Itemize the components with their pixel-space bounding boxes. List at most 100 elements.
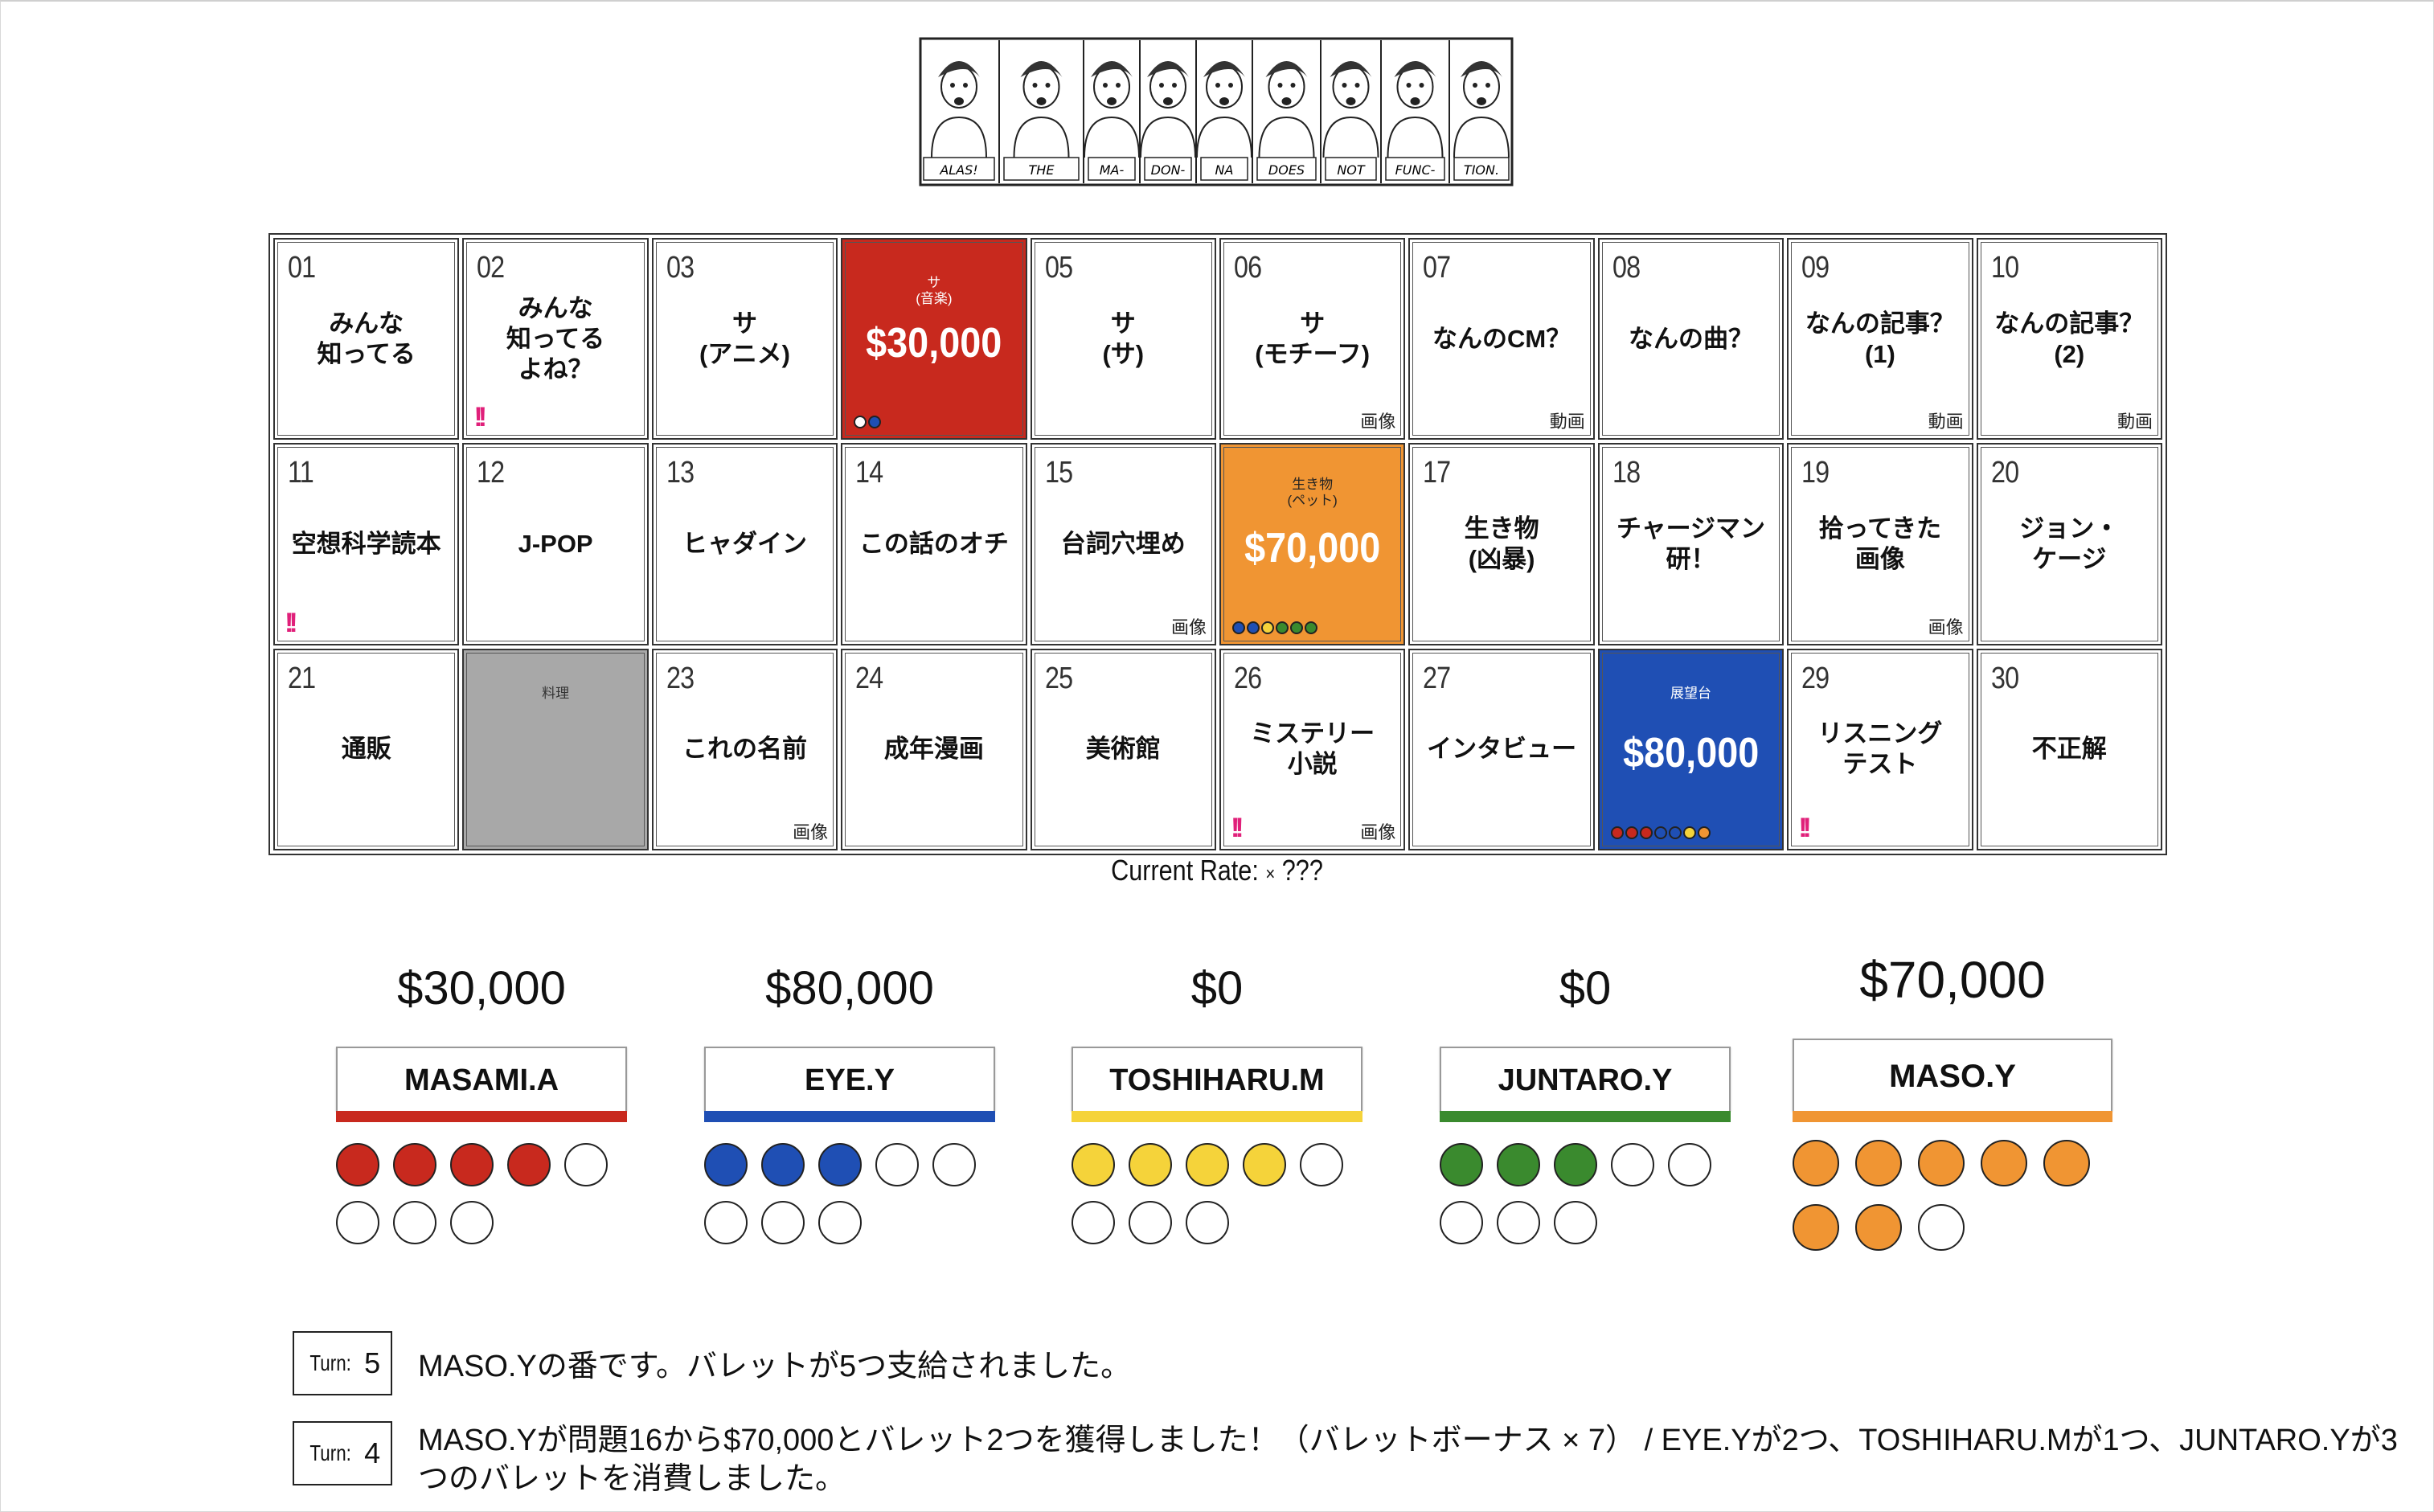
cell-amount: $70,000	[1244, 524, 1381, 572]
bullet-dot	[1793, 1204, 1839, 1251]
cell-inner-border	[277, 447, 456, 641]
bullet-dot	[1554, 1143, 1597, 1186]
owner-dot	[1610, 826, 1624, 839]
bullet-dot	[393, 1143, 436, 1186]
cell-inner-border	[1412, 242, 1591, 436]
cell-number: 11	[288, 456, 314, 490]
cell-inner-border	[1601, 652, 1780, 846]
cell-inner-border	[845, 242, 1023, 436]
board-cell[interactable]: 14 この話のオチ	[841, 443, 1027, 645]
board-cell: サ (音楽) $30,000	[841, 238, 1027, 440]
board-cell[interactable]: 30 不正解	[1976, 648, 2162, 850]
cell-number: 14	[855, 456, 883, 490]
comic-panel: FUNC-	[1380, 40, 1445, 183]
cell-label: 生き物 (凶暴)	[1464, 514, 1539, 573]
board-cell[interactable]: 21 通販	[273, 648, 460, 850]
board-cell[interactable]: 05 サ (サ)	[1030, 238, 1216, 440]
cell-number: 19	[1801, 456, 1830, 490]
board-cell[interactable]: 09 なんの記事？ (1) 動画	[1787, 238, 1973, 440]
bullet-dot	[704, 1201, 748, 1244]
cell-category: サ (音楽)	[916, 275, 953, 306]
board-cell[interactable]: 23 これの名前 画像	[651, 648, 838, 850]
cell-media-tag: 画像	[1170, 617, 1207, 637]
player-color-bar	[336, 1111, 627, 1122]
cell-number: 17	[1423, 456, 1451, 490]
cell-inner-border	[1034, 652, 1212, 846]
board-cell[interactable]: 27 インタビュー	[1408, 648, 1595, 850]
board-cell[interactable]: 02 みんな 知ってる よね？!!	[462, 238, 649, 440]
cell-inner-border	[1034, 242, 1212, 436]
bullet-dot	[1981, 1140, 2027, 1186]
owner-dot	[868, 416, 882, 429]
board-cell[interactable]: 10 なんの記事？ (2) 動画	[1976, 238, 2162, 440]
board-cell[interactable]: 06 サ (モチーフ) 画像	[1219, 238, 1406, 440]
double-exclamation-icon: !!	[285, 607, 297, 638]
board-cell[interactable]: 13 ヒャダイン	[651, 443, 838, 645]
board-cell[interactable]: 20 ジョン・ ケージ	[1976, 443, 2162, 645]
board-cell[interactable]: 25 美術館	[1030, 648, 1216, 850]
cell-category: 生き物 (ペット)	[1287, 477, 1338, 509]
turn-label: Turn:	[309, 1350, 351, 1375]
quiz-board: 01 みんな 知ってる 02 みんな 知ってる よね？!! 03 サ (アニメ) サ (音楽…	[268, 233, 2167, 855]
cell-number: 29	[1801, 661, 1830, 695]
board-cell[interactable]: 07 なんのCM？ 動画	[1408, 238, 1595, 440]
bullet-dot	[818, 1201, 862, 1244]
cell-number: 18	[1612, 456, 1641, 490]
cell-label: なんの曲？	[1628, 324, 1753, 353]
comic-caption: TION.	[1464, 162, 1499, 178]
owner-dot	[1682, 826, 1696, 839]
turn-label: Turn:	[309, 1440, 351, 1465]
bullet-dot	[393, 1201, 436, 1244]
double-exclamation-icon: !!	[473, 402, 486, 433]
cell-inner-border	[1791, 447, 1969, 641]
bullet-dot	[1611, 1143, 1654, 1186]
board-cell: 生き物 (ペット) $70,000	[1219, 443, 1406, 645]
comic-panel: DOES	[1252, 40, 1317, 183]
cell-inner-border	[1601, 447, 1780, 641]
owner-dot	[1275, 621, 1289, 634]
bullet-dot	[450, 1143, 494, 1186]
cell-number: 01	[288, 251, 316, 285]
player-color-bar	[704, 1111, 995, 1122]
board-cell[interactable]: 29 リスニング テスト!!	[1787, 648, 1973, 850]
cell-number: 25	[1044, 661, 1073, 695]
bullet-dot	[2043, 1140, 2090, 1186]
owner-dot	[1304, 621, 1317, 634]
rate-value: ???	[1281, 854, 1323, 887]
double-exclamation-icon: !!	[1798, 812, 1811, 843]
comic-caption: DON-	[1151, 162, 1186, 178]
board-cell[interactable]: 03 サ (アニメ)	[651, 238, 838, 440]
board-cell[interactable]: 17 生き物 (凶暴)	[1408, 443, 1595, 645]
player-card: $80,000 EYE.Y	[704, 961, 995, 1244]
turn-number: 5	[364, 1346, 381, 1379]
bullet-dot	[1129, 1201, 1172, 1244]
cell-media-tag: 動画	[2116, 412, 2153, 432]
player-bullets	[704, 1143, 979, 1244]
cell-inner-border	[655, 242, 834, 436]
cell-label: J-POP	[518, 529, 593, 558]
bullet-dot	[1243, 1143, 1286, 1186]
comic-panel: THE	[998, 40, 1080, 183]
board-cell[interactable]: 08 なんの曲？	[1597, 238, 1785, 440]
cell-label: これの名前	[682, 735, 807, 764]
cell-label: サ (モチーフ)	[1255, 309, 1371, 368]
comic-caption: DOES	[1268, 162, 1305, 178]
cell-amount: $30,000	[866, 319, 1002, 367]
cell-owner-dots	[1610, 826, 1711, 839]
owner-dot	[1260, 621, 1274, 634]
turn-message: MASO.Yが問題16から$70,000とバレット2つを獲得しました！（バレット…	[418, 1424, 2398, 1496]
current-rate: Current Rate: × ???	[182, 854, 2252, 887]
board-cell[interactable]: 24 成年漫画	[841, 648, 1027, 850]
comic-caption: THE	[1029, 162, 1055, 178]
cell-inner-border	[1980, 652, 2158, 846]
board-cell[interactable]: 01 みんな 知ってる	[273, 238, 460, 440]
cell-number: 09	[1801, 251, 1830, 285]
board-cell[interactable]: 26 ミステリー 小説 画像!!	[1219, 648, 1406, 850]
board-cell[interactable]: 12 J-POP	[462, 443, 649, 645]
board-cell[interactable]: 15 台詞穴埋め 画像	[1030, 443, 1216, 645]
cell-inner-border	[1223, 242, 1402, 436]
board-cell[interactable]: 19 拾ってきた 画像 画像	[1787, 443, 1973, 645]
board-cell[interactable]: 11 空想科学読本!!	[273, 443, 460, 645]
board-cell: 料理	[462, 648, 649, 850]
board-cell[interactable]: 18 チャージマン 研！	[1597, 443, 1785, 645]
